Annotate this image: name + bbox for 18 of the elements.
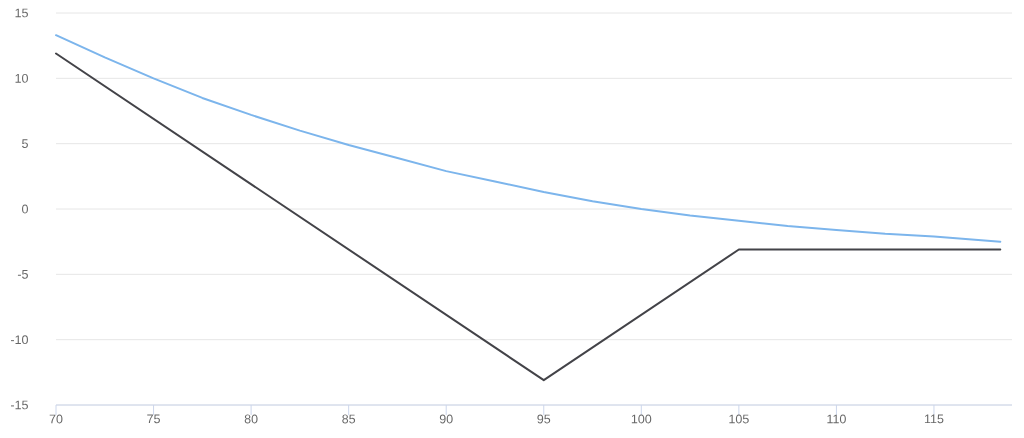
x-tick-label: 80 bbox=[244, 414, 258, 424]
x-tick-label: 115 bbox=[924, 414, 944, 424]
y-tick-label: 15 bbox=[15, 8, 28, 18]
x-tick-label: 90 bbox=[439, 414, 453, 424]
x-tick-label: 95 bbox=[537, 414, 551, 424]
line-series bbox=[55, 34, 1002, 243]
y-tick-label: -5 bbox=[17, 269, 28, 279]
y-tick-label: 5 bbox=[22, 139, 28, 149]
x-tick-label: 75 bbox=[147, 414, 160, 424]
y-tick-label: 10 bbox=[15, 73, 28, 83]
y-tick-label: 0 bbox=[22, 204, 28, 214]
x-tick-label: 110 bbox=[827, 414, 846, 424]
y-tick-label: -10 bbox=[10, 335, 28, 345]
y-tick-label: -15 bbox=[10, 400, 28, 410]
x-tick-label: 85 bbox=[342, 414, 356, 424]
x-tick-label: 105 bbox=[729, 414, 749, 424]
x-tick-label: 100 bbox=[631, 414, 652, 424]
x-tick-label: 70 bbox=[49, 414, 63, 424]
